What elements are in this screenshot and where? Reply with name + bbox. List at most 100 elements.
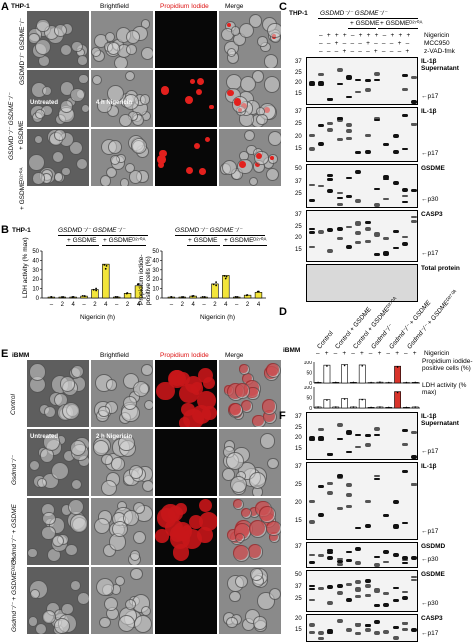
panel-d-ldh-chart-point bbox=[414, 406, 416, 408]
pi-chart-point bbox=[171, 296, 173, 298]
panel-a-image-r2-c3 bbox=[155, 70, 217, 127]
panel-e-cell bbox=[77, 592, 89, 605]
panel-d-ldh-chart-point bbox=[344, 398, 346, 400]
panel-d-ldh-chart-point bbox=[353, 406, 355, 408]
panel-f-band bbox=[318, 637, 324, 640]
panel-f-band bbox=[327, 585, 333, 589]
pi-chart-point bbox=[223, 275, 225, 277]
panel-e-image-r2-c3 bbox=[155, 429, 217, 496]
panel-f-blot-arrow: ←p30 bbox=[421, 556, 438, 563]
panel-f-blot-name: IL-1β bbox=[421, 463, 437, 470]
panel-c-band bbox=[383, 237, 389, 240]
panel-c-band bbox=[309, 134, 315, 137]
panel-c-band bbox=[318, 73, 324, 77]
panel-c-band bbox=[318, 185, 324, 188]
panel-c-band bbox=[318, 142, 324, 146]
panel-a-cell bbox=[125, 71, 135, 81]
panel-f-band bbox=[318, 631, 324, 635]
ldh-chart-point bbox=[126, 292, 128, 294]
panel-e-cell bbox=[123, 396, 137, 410]
panel-e-cell bbox=[133, 531, 146, 544]
panel-f-band bbox=[346, 598, 352, 602]
panel-d-pi-chart-point bbox=[414, 382, 416, 384]
panel-c-blot-arrow: ←p17 bbox=[421, 250, 438, 257]
panel-c-band bbox=[337, 237, 343, 240]
panel-e-cell bbox=[118, 615, 135, 632]
panel-c-band bbox=[318, 230, 324, 233]
panel-d-ldh-chart-point bbox=[326, 399, 328, 401]
panel-f-band bbox=[355, 561, 361, 565]
panel-e-cell bbox=[96, 578, 114, 596]
panel-a-pi-spot bbox=[185, 96, 193, 104]
panel-c-band bbox=[355, 170, 361, 174]
panel-f-band bbox=[402, 591, 408, 593]
panel-a-merge-spot bbox=[234, 98, 241, 105]
pi-chart-xtick-label: 2 bbox=[213, 302, 217, 308]
panel-e-cell bbox=[230, 476, 247, 493]
ldh-chart-point bbox=[106, 265, 108, 267]
panel-c-band bbox=[393, 150, 399, 154]
panel-f-band bbox=[411, 576, 417, 579]
panel-f-band bbox=[411, 556, 417, 559]
panel-f-band bbox=[365, 628, 371, 632]
panel-a-image-r2-c1 bbox=[27, 70, 89, 127]
panel-f-band bbox=[337, 619, 343, 623]
panel-c-band bbox=[383, 143, 389, 146]
panel-f-blot-5 bbox=[306, 614, 418, 642]
panel-c-signs-mcc950: – – + – – – + – – – + – bbox=[319, 40, 410, 47]
panel-f-band bbox=[365, 624, 371, 627]
panel-b-group-right-1: + GSDME bbox=[188, 237, 217, 244]
panel-c-band bbox=[309, 231, 315, 233]
panel-f-band bbox=[327, 556, 333, 560]
panel-f-mw-label: 15 bbox=[295, 627, 302, 633]
panel-f-band bbox=[402, 596, 408, 600]
panel-c-band bbox=[402, 242, 408, 246]
panel-e-merge-blob bbox=[233, 499, 242, 508]
panel-a-pi-spot bbox=[205, 137, 210, 142]
panel-c-band bbox=[374, 79, 380, 82]
panel-e-cell bbox=[111, 457, 125, 471]
panel-c-mw-label: 25 bbox=[295, 70, 302, 76]
ldh-chart-ytick-label: 0 bbox=[36, 296, 40, 302]
panel-c-treatment-mcc950: MCC950 bbox=[424, 40, 450, 47]
ldh-chart-xtick-label: 4 bbox=[104, 302, 108, 308]
panel-f-band bbox=[393, 553, 399, 557]
panel-c-mw-label: 20 bbox=[295, 134, 302, 140]
panel-a-merge-spot bbox=[239, 161, 246, 168]
panel-c-band bbox=[337, 227, 343, 230]
panel-f-blot-2 bbox=[306, 462, 418, 540]
ldh-chart-xtick-label: – bbox=[82, 302, 86, 308]
panel-f-band bbox=[402, 556, 408, 560]
panel-a-image-r2-c4 bbox=[219, 70, 281, 127]
panel-c-band bbox=[374, 188, 380, 191]
panel-a-cell bbox=[36, 19, 49, 32]
panel-e-merge-blob bbox=[259, 506, 274, 521]
panel-c-band bbox=[327, 228, 333, 232]
ldh-chart-point bbox=[51, 296, 53, 298]
panel-f-band bbox=[337, 438, 343, 440]
panel-e-row-label-1: Control bbox=[10, 394, 17, 415]
panel-f-band bbox=[309, 436, 315, 440]
panel-a-cell bbox=[35, 39, 51, 55]
panel-d-cell-type: iBMM bbox=[283, 347, 300, 354]
panel-d-pi-chart-point bbox=[379, 381, 381, 383]
panel-a-image-r3-c4 bbox=[219, 129, 281, 186]
pi-chart-xtick-label: 2 bbox=[181, 302, 185, 308]
panel-c-band bbox=[309, 184, 315, 186]
panel-f-band bbox=[411, 431, 417, 434]
ldh-chart-xtick-label: 4 bbox=[71, 302, 75, 308]
panel-e-cell bbox=[61, 603, 74, 616]
panel-a-cell bbox=[131, 138, 147, 154]
panel-c-band bbox=[374, 253, 380, 256]
panel-e-pi-blob bbox=[170, 529, 190, 549]
panel-c-blot-name: IL-1β bbox=[421, 108, 437, 115]
panel-d-ldh-chart-ytick-label: 0 bbox=[309, 406, 312, 410]
panel-e-merge-blob bbox=[229, 403, 241, 415]
panel-c-band bbox=[411, 189, 417, 192]
panel-a-cell bbox=[108, 140, 122, 154]
pi-chart-ylabel: Propidium iodide-positive cells (%) bbox=[138, 245, 152, 305]
panel-a-image-r1-c2 bbox=[91, 11, 153, 68]
panel-f-blot-arrow: ←p30 bbox=[421, 600, 438, 607]
